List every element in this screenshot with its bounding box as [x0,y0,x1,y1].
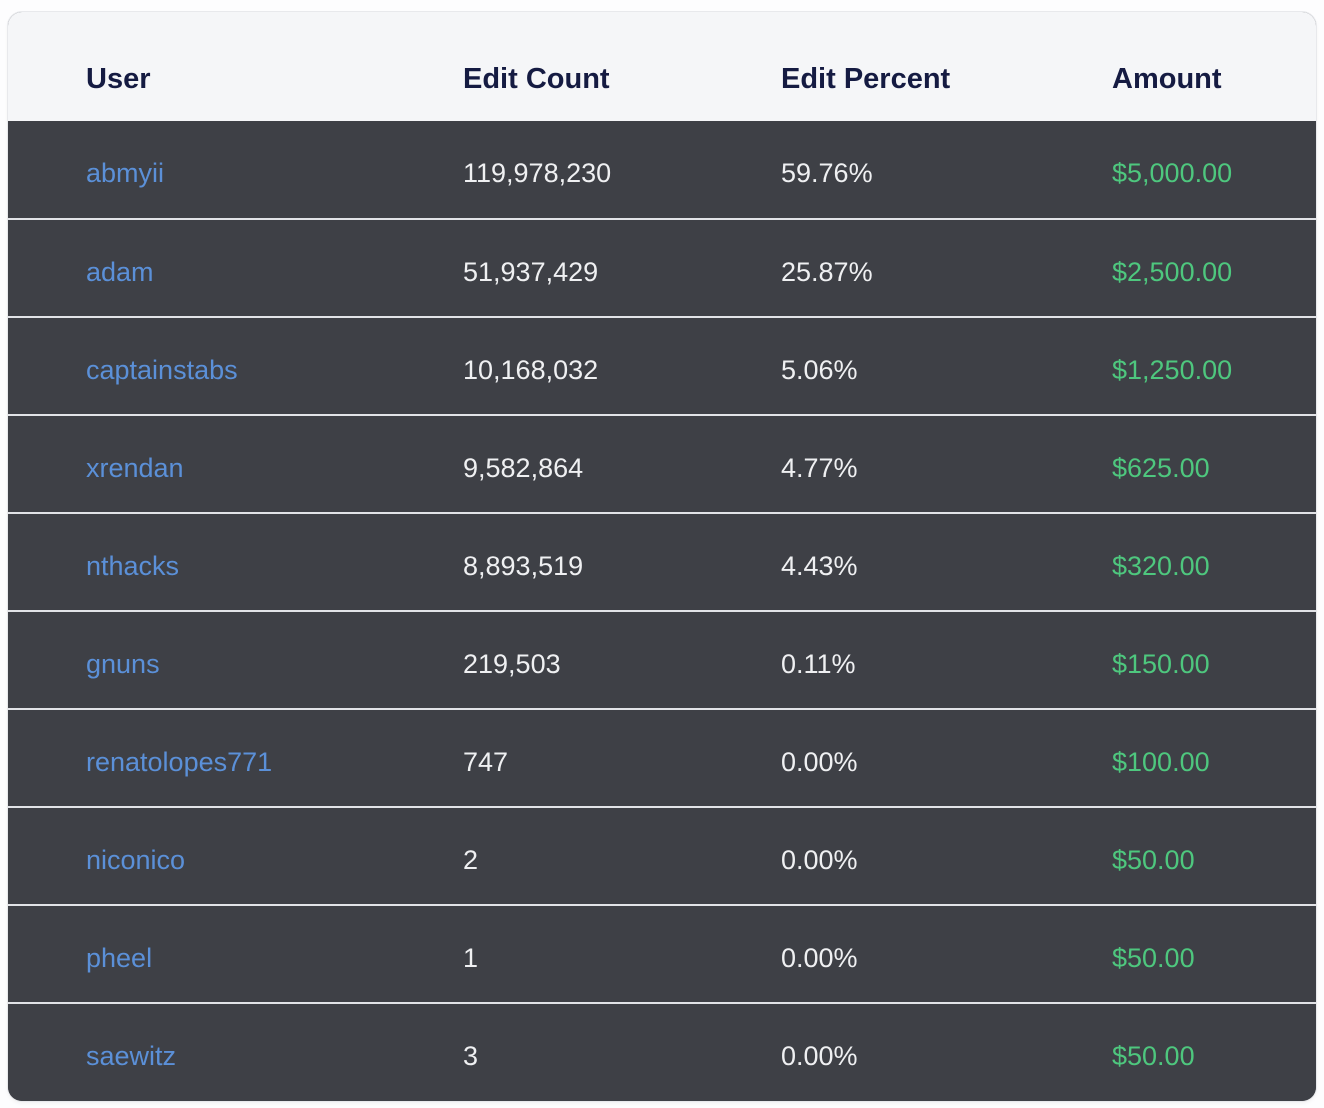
table-row: captainstabs 10,168,032 5.06% $1,250.00 [8,316,1316,415]
edit-percent-cell: 0.11% [773,610,1104,709]
user-link[interactable]: adam [86,256,154,287]
edit-count-cell: 219,503 [455,610,773,709]
edit-percent-cell: 0.00% [773,1002,1104,1101]
user-cell: pheel [8,904,455,1003]
user-cell: gnuns [8,610,455,709]
user-link[interactable]: saewitz [86,1041,177,1071]
edit-count-cell: 9,582,864 [455,414,773,513]
user-link[interactable]: pheel [86,942,153,973]
user-link[interactable]: niconico [86,844,186,875]
user-link[interactable]: renatolopes771 [86,746,273,777]
table-body: abmyii 119,978,230 59.76% $5,000.00 adam 51,9… [8,121,1316,1101]
edit-percent-cell: 25.87% [773,218,1104,317]
edit-count-cell: 119,978,230 [455,121,773,219]
amount-cell: $2,500.00 [1104,218,1316,317]
table-row: gnuns 219,503 0.11% $150.00 [8,610,1316,709]
amount-cell: $100.00 [1104,708,1316,807]
table-row: saewitz 3 0.00% $50.00 [8,1002,1316,1101]
user-cell: niconico [8,806,455,905]
edit-count-cell: 1 [455,904,773,1003]
edit-count-cell: 8,893,519 [455,512,773,611]
amount-cell: $625.00 [1104,414,1316,513]
column-header-amount: Amount [1104,12,1316,121]
column-header-edit-percent: Edit Percent [773,12,1104,121]
table-row: xrendan 9,582,864 4.77% $625.00 [8,414,1316,513]
user-link[interactable]: nthacks [86,550,180,581]
user-cell: nthacks [8,512,455,611]
table-row: renatolopes771 747 0.00% $100.00 [8,708,1316,807]
amount-cell: $320.00 [1104,512,1316,611]
user-link[interactable]: xrendan [86,452,184,483]
edit-percent-cell: 0.00% [773,708,1104,807]
user-cell: adam [8,218,455,317]
amount-cell: $5,000.00 [1104,121,1316,219]
edit-percent-cell: 4.77% [773,414,1104,513]
contributions-table: User Edit Count Edit Percent Amount abmy… [8,12,1316,1101]
user-link[interactable]: captainstabs [86,354,238,385]
user-cell: saewitz [8,1002,455,1101]
user-cell: abmyii [8,121,455,219]
table-row: niconico 2 0.00% $50.00 [8,806,1316,905]
table-row: abmyii 119,978,230 59.76% $5,000.00 [8,121,1316,219]
edit-percent-cell: 5.06% [773,316,1104,415]
edit-count-cell: 51,937,429 [455,218,773,317]
amount-cell: $150.00 [1104,610,1316,709]
table-row: pheel 1 0.00% $50.00 [8,904,1316,1003]
table-row: adam 51,937,429 25.87% $2,500.00 [8,218,1316,317]
edit-percent-cell: 0.00% [773,904,1104,1003]
amount-cell: $1,250.00 [1104,316,1316,415]
user-cell: xrendan [8,414,455,513]
table-row: nthacks 8,893,519 4.43% $320.00 [8,512,1316,611]
user-cell: captainstabs [8,316,455,415]
user-link[interactable]: gnuns [86,648,160,679]
user-link[interactable]: abmyii [86,158,165,188]
edit-count-cell: 747 [455,708,773,807]
edit-percent-cell: 4.43% [773,512,1104,611]
contributions-table-card: User Edit Count Edit Percent Amount abmy… [8,12,1316,1101]
column-header-edit-count: Edit Count [455,12,773,121]
edit-percent-cell: 0.00% [773,806,1104,905]
edit-count-cell: 10,168,032 [455,316,773,415]
edit-count-cell: 2 [455,806,773,905]
user-cell: renatolopes771 [8,708,455,807]
amount-cell: $50.00 [1104,806,1316,905]
edit-count-cell: 3 [455,1002,773,1101]
column-header-user: User [8,12,455,121]
edit-percent-cell: 59.76% [773,121,1104,219]
amount-cell: $50.00 [1104,1002,1316,1101]
amount-cell: $50.00 [1104,904,1316,1003]
table-header-row: User Edit Count Edit Percent Amount [8,12,1316,121]
